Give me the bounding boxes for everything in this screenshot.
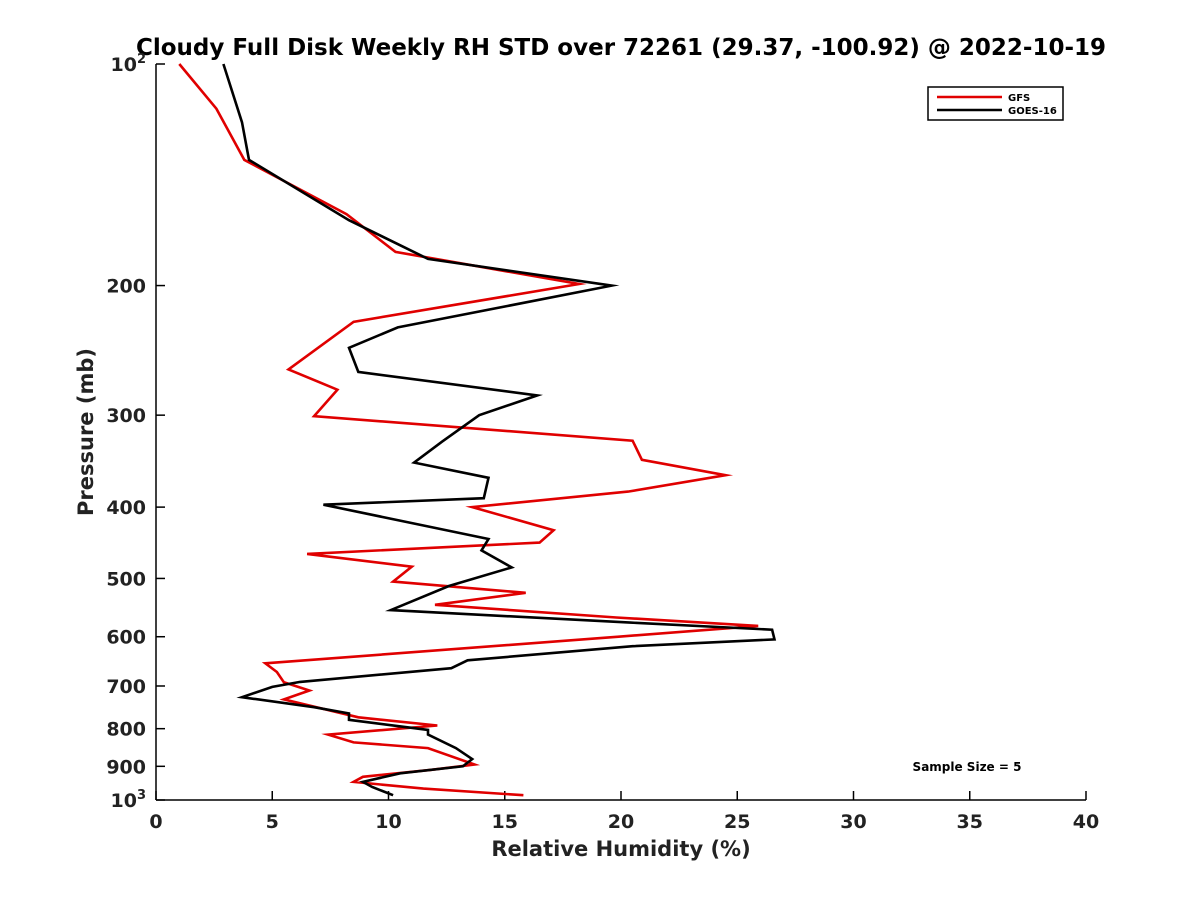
y-ticks: 102 200 300 400 500 600 700 800 900 103 (106, 52, 165, 812)
axes (155, 64, 1086, 801)
x-tick-label: 35 (957, 811, 983, 833)
y-axis-title: Pressure (mb) (74, 348, 98, 516)
y-tick-label: 102 (111, 52, 147, 76)
legend: GFS GOES-16 (927, 86, 1064, 121)
x-tick-label: 20 (608, 811, 634, 833)
legend-box (927, 86, 1064, 121)
x-tick-label: 10 (375, 811, 401, 833)
y-tick-label: 600 (106, 627, 146, 649)
y-tick-label: 300 (106, 405, 146, 427)
y-tick-label: 200 (106, 276, 146, 298)
x-axis-title: Relative Humidity (%) (491, 837, 750, 861)
y-tick-label: 900 (106, 756, 146, 778)
x-ticks: 0 5 10 15 20 25 30 35 40 (149, 791, 1099, 833)
x-tick-label: 5 (266, 811, 279, 833)
y-tick-label: 500 (106, 568, 146, 590)
sample-size-annotation: Sample Size = 5 (913, 760, 1022, 774)
y-tick-label: 400 (106, 497, 146, 519)
x-tick-label: 0 (149, 811, 162, 833)
x-tick-label: 30 (840, 811, 866, 833)
y-tick-label: 700 (106, 676, 146, 698)
series-line-gfs (178, 63, 759, 797)
chart-title: Cloudy Full Disk Weekly RH STD over 7226… (136, 35, 1106, 61)
legend-label-gfs: GFS (1008, 93, 1030, 104)
legend-label-goes16: GOES-16 (1008, 106, 1057, 117)
series-group (178, 63, 777, 797)
y-tick-label: 800 (106, 719, 146, 741)
series-line-goes-16 (222, 63, 777, 797)
x-tick-label: 25 (724, 811, 750, 833)
x-tick-label: 40 (1073, 811, 1099, 833)
y-tick-label: 103 (111, 788, 147, 812)
x-tick-label: 15 (492, 811, 518, 833)
